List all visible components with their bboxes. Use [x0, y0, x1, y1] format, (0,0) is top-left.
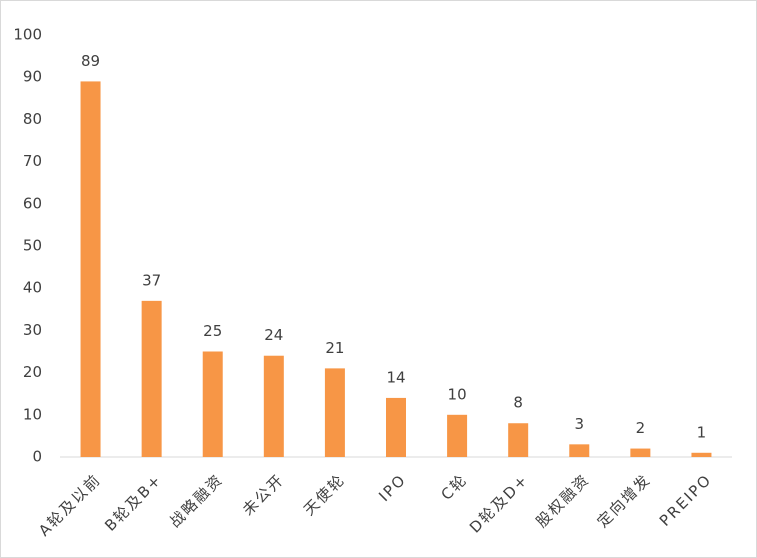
- data-label: 14: [386, 368, 405, 386]
- y-tick-label: 30: [23, 321, 42, 339]
- data-label: 2: [636, 419, 646, 437]
- bar: [386, 397, 406, 457]
- data-label: 8: [513, 394, 523, 412]
- bar: [569, 444, 590, 457]
- bar: [141, 300, 162, 457]
- bar: [508, 423, 529, 457]
- y-tick-label: 20: [23, 363, 42, 381]
- y-tick-label: 100: [13, 26, 42, 44]
- data-label: 21: [325, 339, 344, 357]
- y-tick-label: 10: [23, 405, 42, 423]
- bar: [447, 414, 468, 457]
- y-tick-label: 0: [32, 448, 42, 466]
- data-label: 1: [697, 423, 707, 441]
- data-label: 3: [574, 415, 584, 433]
- bar: [630, 448, 651, 457]
- bar: [80, 81, 101, 458]
- y-tick-label: 40: [23, 279, 42, 297]
- bar: [202, 351, 223, 457]
- y-tick-label: 60: [23, 194, 42, 212]
- data-label: 25: [203, 322, 222, 340]
- data-label: 37: [142, 271, 161, 289]
- data-label: 10: [448, 385, 467, 403]
- bar: [691, 452, 712, 457]
- bar: [324, 368, 345, 457]
- y-tick-label: 50: [23, 237, 42, 255]
- y-tick-label: 90: [23, 68, 42, 86]
- data-label: 89: [81, 52, 100, 70]
- y-tick-label: 70: [23, 152, 42, 170]
- y-tick-label: 80: [23, 110, 42, 128]
- bar: [263, 355, 284, 457]
- data-label: 24: [264, 326, 283, 344]
